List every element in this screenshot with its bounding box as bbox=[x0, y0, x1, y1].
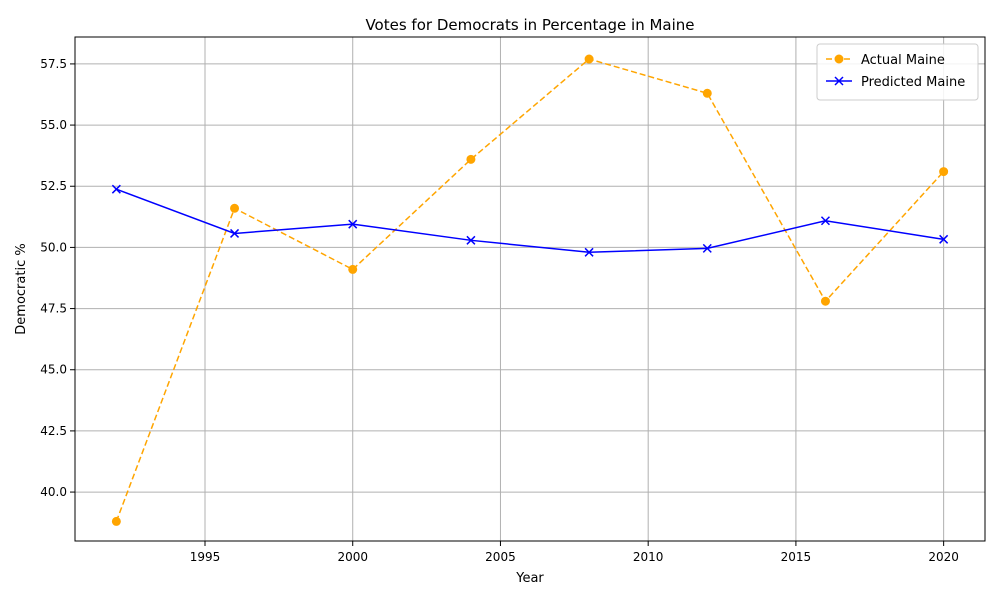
legend-marker-predicted bbox=[834, 76, 844, 86]
x-axis-label: Year bbox=[515, 571, 544, 586]
legend-box bbox=[816, 43, 979, 101]
data-point-actual bbox=[820, 296, 830, 306]
data-point-predicted bbox=[939, 234, 949, 244]
data-point-predicted bbox=[111, 184, 121, 194]
data-point-actual bbox=[348, 264, 358, 274]
data-point-actual bbox=[230, 203, 240, 213]
x-tick-label: 2020 bbox=[928, 550, 959, 564]
series-layer bbox=[111, 54, 949, 526]
data-point-predicted bbox=[230, 228, 240, 238]
y-tick-label: 52.5 bbox=[40, 179, 67, 193]
y-tick-label: 42.5 bbox=[40, 424, 67, 438]
x-tick-label: 2015 bbox=[781, 550, 812, 564]
x-tick-label: 2010 bbox=[633, 550, 664, 564]
legend-label-predicted: Predicted Maine bbox=[861, 75, 965, 90]
data-point-predicted bbox=[466, 235, 476, 245]
data-point-predicted bbox=[584, 247, 594, 257]
y-tick-label: 45.0 bbox=[40, 363, 67, 377]
data-point-actual bbox=[939, 167, 949, 177]
legend-marker-actual bbox=[834, 54, 844, 64]
data-point-predicted bbox=[820, 216, 830, 226]
chart-title: Votes for Democrats in Percentage in Mai… bbox=[365, 16, 694, 34]
y-tick-label: 40.0 bbox=[40, 485, 67, 499]
data-point-actual bbox=[584, 54, 594, 64]
grid bbox=[75, 37, 985, 541]
data-point-predicted bbox=[348, 219, 358, 229]
legend-label-actual: Actual Maine bbox=[861, 53, 945, 68]
x-tick-label: 2000 bbox=[337, 550, 368, 564]
legend: Actual Maine Predicted Maine bbox=[816, 43, 979, 101]
data-point-predicted bbox=[702, 243, 712, 253]
data-point-actual bbox=[466, 154, 476, 164]
plot-frame bbox=[74, 36, 986, 542]
series-line-predicted bbox=[116, 188, 944, 254]
x-tick-label: 1995 bbox=[190, 550, 221, 564]
y-tick-label: 55.0 bbox=[40, 118, 67, 132]
ticks: 1995 2000 2005 2010 2015 2020 40.0 42.5 45.0 47.5… bbox=[40, 57, 959, 564]
y-tick-label: 47.5 bbox=[40, 302, 67, 316]
y-axis-label: Democratic % bbox=[14, 243, 29, 334]
series-line-actual bbox=[115, 58, 945, 522]
y-tick-label: 50.0 bbox=[40, 240, 67, 254]
data-point-actual bbox=[111, 516, 121, 526]
legend-entries bbox=[826, 54, 852, 86]
data-point-actual bbox=[702, 88, 712, 98]
y-tick-label: 57.5 bbox=[40, 57, 67, 71]
x-tick-label: 2005 bbox=[485, 550, 516, 564]
